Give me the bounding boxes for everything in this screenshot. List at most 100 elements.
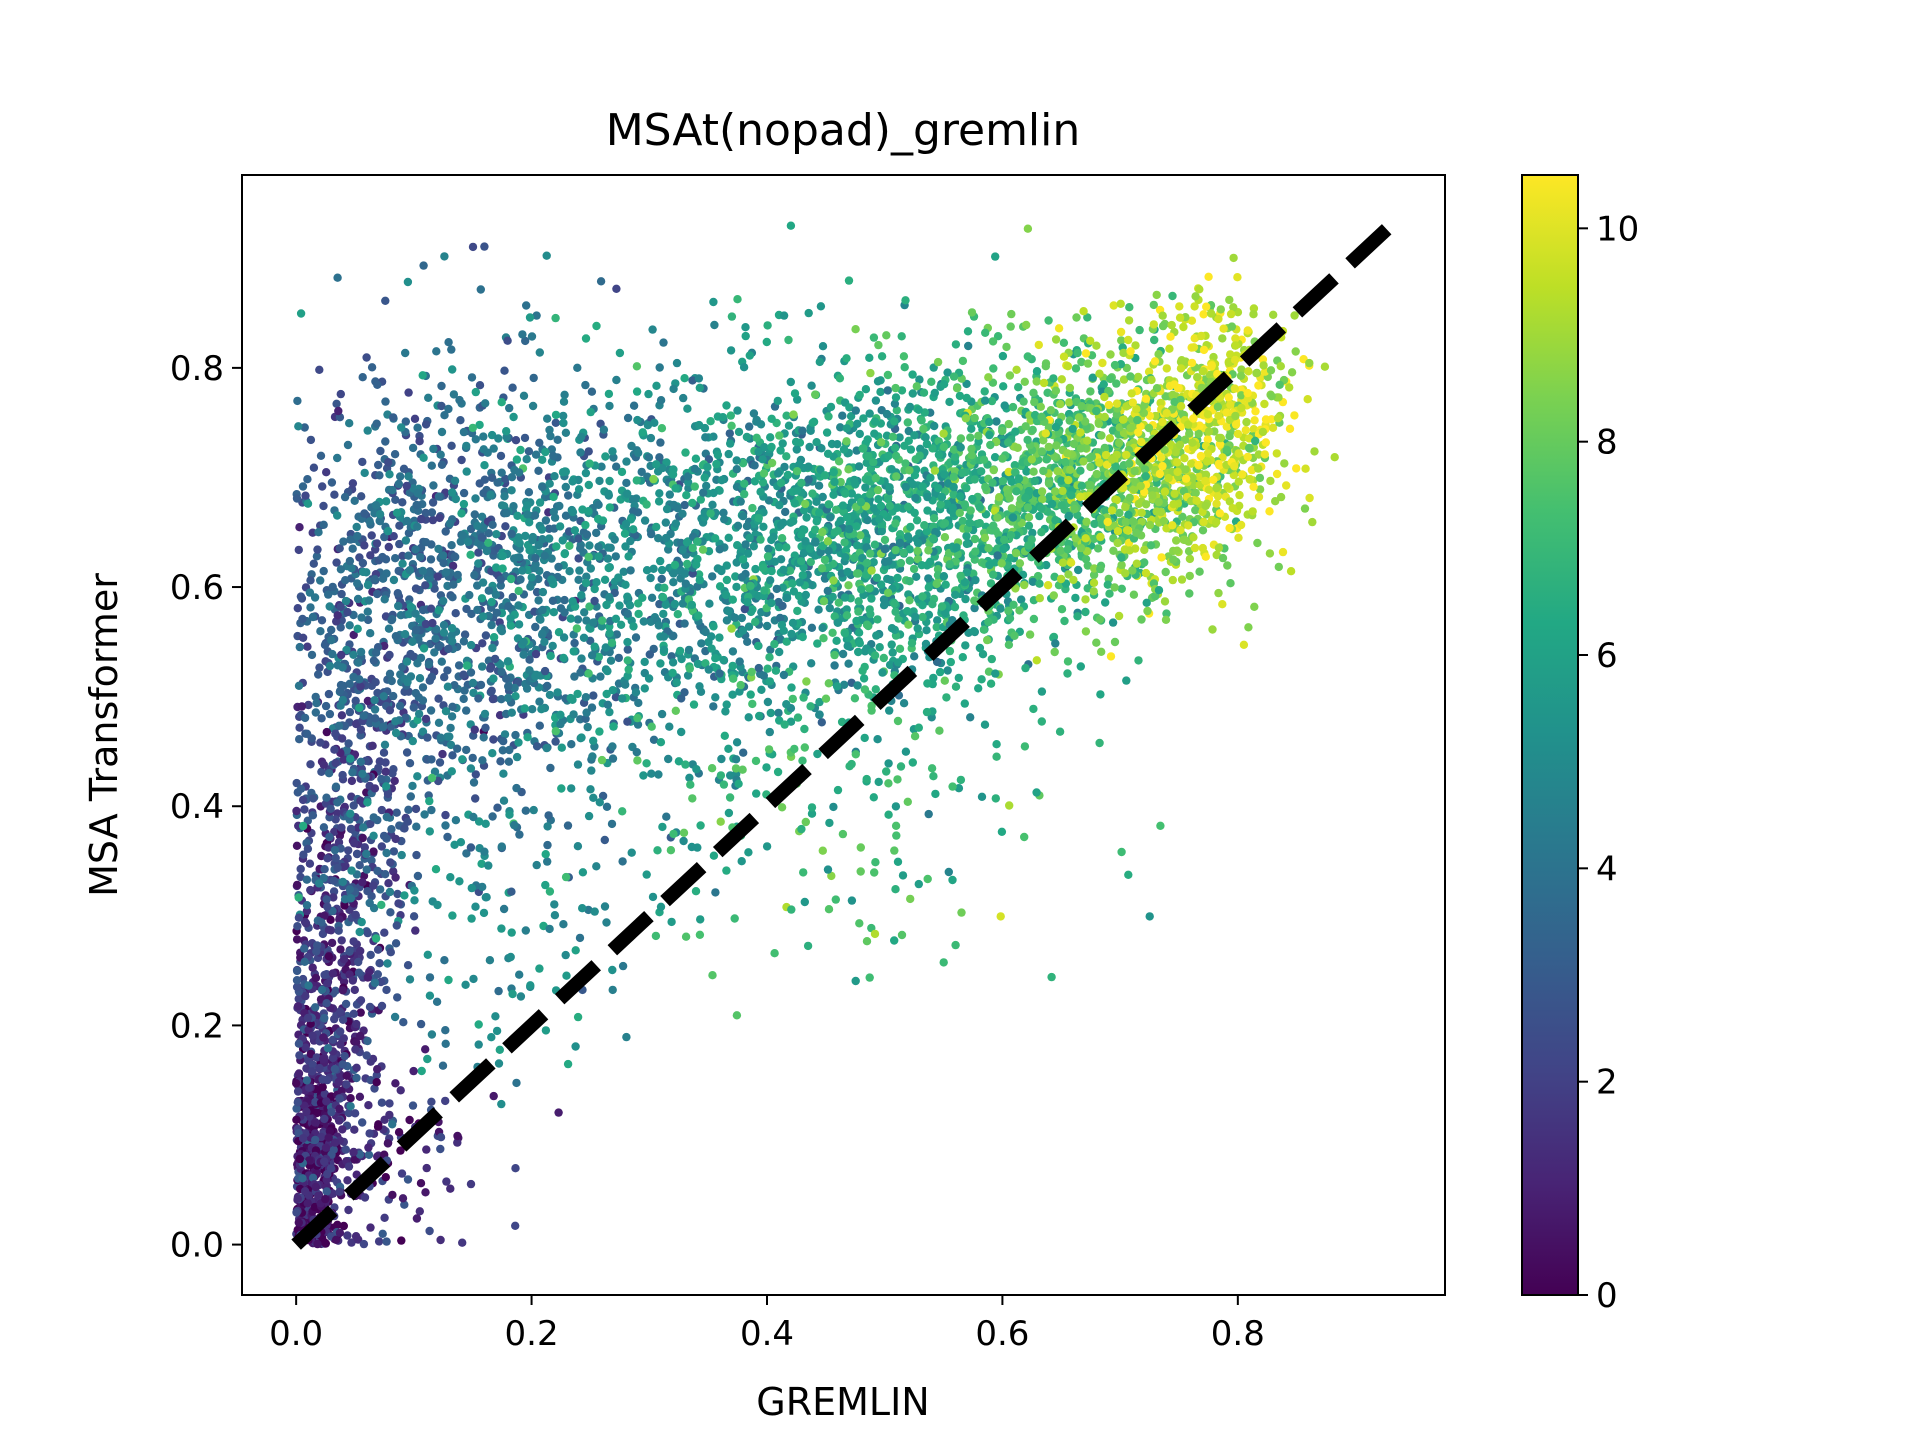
scatter-point bbox=[317, 767, 326, 776]
scatter-point bbox=[462, 661, 472, 670]
scatter-point bbox=[375, 471, 384, 480]
scatter-point bbox=[926, 473, 935, 482]
scatter-point bbox=[481, 399, 490, 408]
scatter-point bbox=[695, 575, 704, 585]
scatter-point bbox=[554, 628, 564, 637]
scatter-point bbox=[480, 242, 489, 251]
scatter-point bbox=[1032, 367, 1042, 376]
scatter-point bbox=[712, 459, 721, 469]
scatter-point bbox=[519, 391, 529, 400]
scatter-point bbox=[1005, 614, 1015, 623]
scatter-point bbox=[542, 251, 551, 260]
scatter-point bbox=[1074, 565, 1083, 575]
scatter-point bbox=[862, 620, 872, 629]
scatter-point bbox=[523, 510, 532, 519]
scatter-point bbox=[528, 535, 537, 545]
scatter-point bbox=[326, 804, 335, 813]
scatter-point bbox=[294, 913, 304, 922]
scatter-point bbox=[589, 618, 598, 627]
scatter-point bbox=[294, 545, 303, 555]
scatter-point bbox=[496, 581, 505, 590]
scatter-point bbox=[623, 609, 632, 618]
scatter-point bbox=[299, 850, 308, 859]
scatter-point bbox=[292, 778, 301, 788]
scatter-point bbox=[381, 296, 390, 305]
scatter-point bbox=[923, 506, 932, 515]
scatter-point bbox=[421, 538, 431, 547]
scatter-point bbox=[530, 563, 539, 573]
scatter-point bbox=[372, 539, 382, 548]
scatter-point bbox=[901, 482, 910, 492]
scatter-point bbox=[741, 323, 750, 332]
scatter-point bbox=[436, 450, 445, 459]
scatter-point bbox=[649, 474, 658, 484]
scatter-point bbox=[672, 678, 681, 687]
scatter-point bbox=[375, 510, 385, 519]
scatter-point bbox=[818, 342, 828, 351]
scatter-point bbox=[551, 313, 560, 323]
scatter-point bbox=[788, 618, 798, 628]
scatter-point bbox=[492, 530, 501, 539]
scatter-point bbox=[404, 805, 413, 814]
scatter-point bbox=[334, 838, 344, 847]
scatter-point bbox=[767, 598, 776, 608]
scatter-point bbox=[372, 1071, 381, 1080]
scatter-point bbox=[960, 699, 969, 708]
scatter-point bbox=[854, 628, 864, 637]
scatter-point bbox=[872, 573, 882, 582]
scatter-point bbox=[400, 630, 410, 639]
scatter-point bbox=[1035, 511, 1044, 521]
scatter-point bbox=[555, 522, 565, 531]
scatter-point bbox=[760, 586, 769, 595]
scatter-point bbox=[647, 529, 656, 539]
scatter-point bbox=[497, 695, 506, 704]
scatter-point bbox=[1097, 431, 1106, 440]
scatter-point bbox=[950, 602, 960, 612]
scatter-point bbox=[1086, 462, 1095, 472]
scatter-point bbox=[1096, 690, 1105, 699]
scatter-point bbox=[829, 468, 838, 477]
scatter-point bbox=[912, 516, 922, 525]
scatter-point bbox=[936, 500, 945, 509]
scatter-point bbox=[328, 1053, 338, 1063]
scatter-point bbox=[325, 661, 335, 671]
scatter-point bbox=[411, 688, 420, 698]
scatter-point bbox=[454, 661, 464, 670]
scatter-point bbox=[885, 501, 895, 511]
scatter-point bbox=[387, 825, 396, 834]
scatter-point bbox=[793, 606, 802, 616]
scatter-point bbox=[391, 1079, 400, 1088]
scatter-point bbox=[535, 498, 545, 507]
scatter-point bbox=[374, 763, 383, 773]
scatter-point bbox=[334, 721, 344, 730]
scatter-point bbox=[447, 624, 457, 633]
scatter-point bbox=[656, 738, 666, 747]
scatter-point bbox=[741, 540, 750, 549]
scatter-point bbox=[825, 603, 834, 613]
scatter-point bbox=[581, 578, 591, 588]
scatter-point bbox=[560, 595, 569, 605]
scatter-point bbox=[709, 622, 718, 631]
scatter-point bbox=[429, 481, 438, 490]
scatter-point bbox=[322, 999, 331, 1008]
scatter-point bbox=[608, 686, 617, 695]
scatter-point bbox=[308, 1031, 317, 1040]
scatter-point bbox=[891, 443, 900, 453]
scatter-point bbox=[358, 878, 367, 887]
scatter-point bbox=[601, 452, 610, 461]
scatter-point bbox=[328, 649, 337, 659]
scatter-point bbox=[306, 576, 315, 585]
scatter-point bbox=[871, 396, 881, 405]
scatter-point bbox=[351, 719, 361, 729]
scatter-point bbox=[807, 381, 816, 390]
scatter-point bbox=[830, 650, 839, 660]
scatter-point bbox=[954, 673, 963, 683]
scatter-point bbox=[1019, 397, 1028, 406]
scatter-point bbox=[772, 584, 781, 594]
scatter-point bbox=[652, 381, 661, 390]
scatter-point bbox=[363, 973, 372, 982]
scatter-point bbox=[357, 492, 366, 501]
scatter-point bbox=[869, 458, 878, 467]
scatter-point bbox=[348, 544, 357, 553]
